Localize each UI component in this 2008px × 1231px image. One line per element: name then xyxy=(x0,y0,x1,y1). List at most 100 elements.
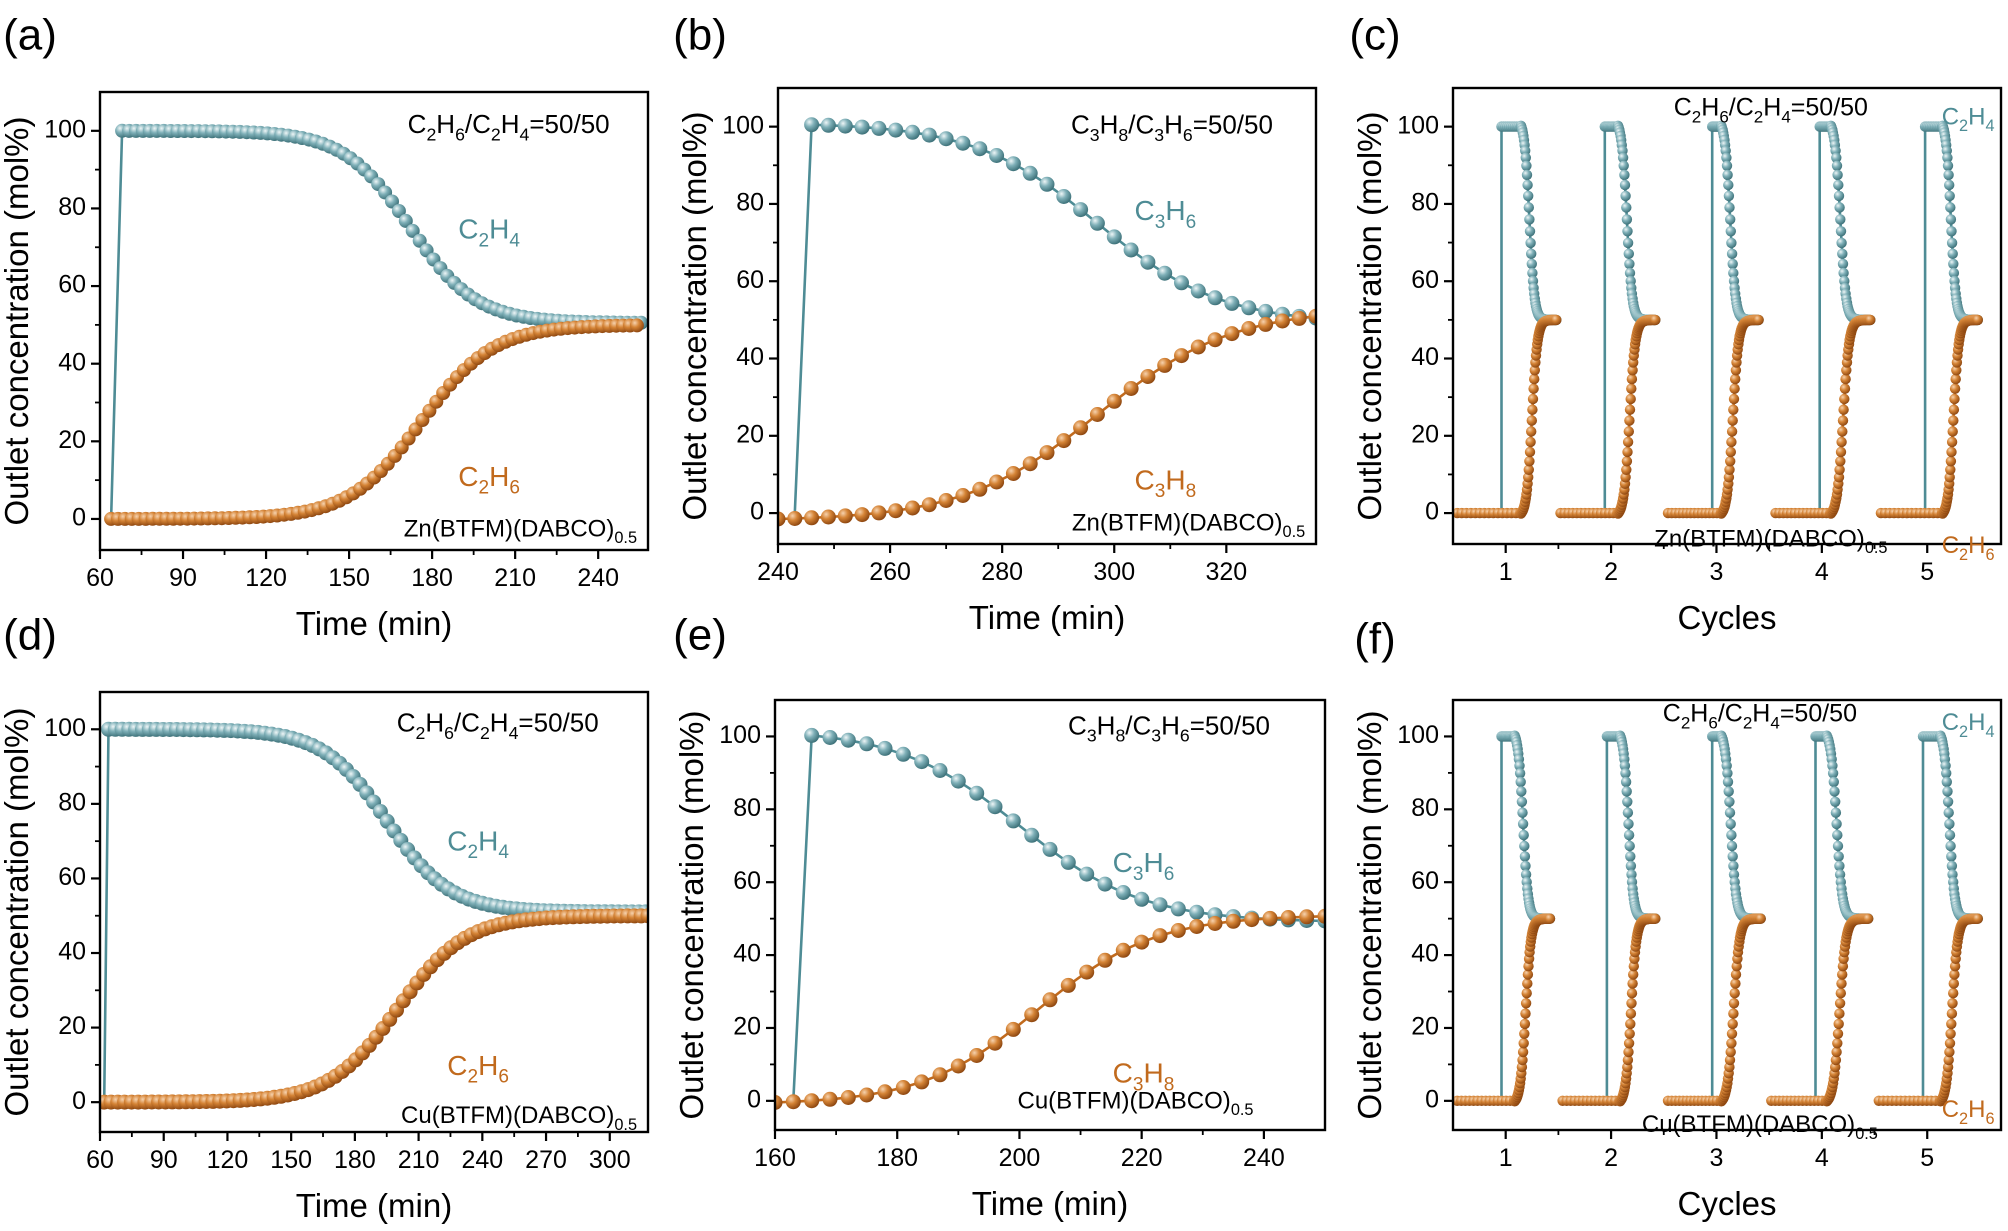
data-point-top xyxy=(1830,807,1842,818)
data-point-bottom xyxy=(1626,383,1637,394)
data-point-top xyxy=(1626,869,1637,880)
y-tick-label: 20 xyxy=(1411,420,1439,448)
data-point-top xyxy=(1721,760,1732,771)
data-point-bottom xyxy=(1544,913,1556,924)
y-tick-label: 0 xyxy=(1425,1085,1439,1113)
data-point-bottom xyxy=(1945,456,1957,467)
x-tick-label: 240 xyxy=(577,564,619,592)
data-point-bottom xyxy=(1524,446,1536,458)
data-point-bottom xyxy=(1627,978,1638,989)
data-point-bottom xyxy=(1730,373,1741,385)
data-point-top xyxy=(914,754,930,770)
data-point-bottom xyxy=(1728,404,1739,415)
y-tick-label: 0 xyxy=(72,1087,86,1115)
data-point-top xyxy=(1943,169,1954,181)
data-point-top xyxy=(1241,300,1257,316)
data-point-bottom xyxy=(1624,1028,1635,1040)
y-tick-label: 20 xyxy=(733,1013,761,1041)
data-point-top xyxy=(1115,885,1131,900)
plot-frame xyxy=(98,90,650,552)
y-tick-label: 80 xyxy=(733,794,761,822)
x-tick-label: 270 xyxy=(525,1146,567,1174)
data-point-top xyxy=(1835,226,1847,237)
data-point-top xyxy=(1623,829,1635,841)
data-point-bottom xyxy=(1224,326,1240,342)
series-label-bottom: C2H6 xyxy=(1942,532,1995,564)
data-point-top xyxy=(405,223,420,238)
data-point-top xyxy=(1514,768,1526,779)
panel-label: (a) xyxy=(3,11,57,60)
data-point-bottom xyxy=(1723,472,1735,483)
data-point-bottom xyxy=(969,1048,985,1063)
data-point-top xyxy=(938,131,954,147)
data-point-top xyxy=(804,117,820,133)
data-point-bottom xyxy=(1832,1038,1843,1049)
data-point-top xyxy=(804,727,820,743)
x-tick-label: 120 xyxy=(245,564,287,592)
sample-label: Zn(BTFM)(DABCO)0.5 xyxy=(1654,525,1887,557)
data-point-top xyxy=(1189,904,1205,920)
data-point-bottom xyxy=(1628,961,1640,972)
y-axis-label: Outlet concentration (mol%) xyxy=(1351,710,1388,1119)
data-point-top xyxy=(1947,248,1958,259)
x-tick-label: 300 xyxy=(1093,558,1135,586)
data-point-top xyxy=(1618,160,1629,171)
data-point-bottom xyxy=(1258,316,1274,332)
x-tick-label: 150 xyxy=(270,1146,312,1174)
x-tick-label: 210 xyxy=(398,1146,440,1174)
data-point-top xyxy=(1527,267,1538,279)
y-tick-label: 80 xyxy=(736,189,764,217)
data-point-bottom xyxy=(1946,1018,1957,1030)
data-point-bottom xyxy=(1947,426,1958,437)
data-point-top xyxy=(1946,237,1958,249)
y-axis-label: Outlet concentration (mol%) xyxy=(0,707,35,1116)
x-tick-label: 4 xyxy=(1815,1144,1829,1172)
data-point-bottom xyxy=(1945,1028,1956,1040)
data-point-bottom xyxy=(1863,913,1874,924)
data-point-top xyxy=(1725,226,1737,237)
y-axis-label: Outlet concentration (mol%) xyxy=(676,111,713,520)
series-line-bottom xyxy=(111,324,637,521)
y-tick-label: 40 xyxy=(736,343,764,371)
data-point-top xyxy=(1724,807,1736,818)
series-label-top: C3H6 xyxy=(1135,195,1197,233)
data-point-top xyxy=(1207,290,1223,306)
data-point-bottom xyxy=(895,1080,911,1095)
data-point-top xyxy=(1725,214,1736,225)
data-point-top xyxy=(1722,768,1733,779)
data-point-top xyxy=(1723,786,1734,797)
data-point-bottom xyxy=(1056,433,1072,449)
data-point-bottom xyxy=(914,1074,930,1090)
data-point-top xyxy=(1726,840,1738,852)
plot-frame xyxy=(1451,698,2003,1132)
data-point-bottom xyxy=(1753,314,1764,326)
data-point-top xyxy=(989,148,1005,163)
data-point-bottom xyxy=(1623,426,1635,437)
data-point-top xyxy=(1623,818,1634,830)
data-point-top xyxy=(1621,786,1632,797)
data-point-bottom xyxy=(1527,393,1539,405)
data-point-bottom xyxy=(950,1058,966,1074)
feed-ratio-label: C2H6/C2H4=50/50 xyxy=(1663,700,1857,733)
data-point-top xyxy=(1948,258,1959,270)
y-tick-label: 20 xyxy=(736,420,764,448)
data-point-top xyxy=(1022,165,1038,181)
data-point-bottom xyxy=(1725,1046,1736,1058)
series-label-bottom: C2H6 xyxy=(1942,1096,1995,1128)
data-point-top xyxy=(1728,869,1740,880)
data-point-top xyxy=(1942,152,1953,163)
data-point-top xyxy=(1834,869,1846,880)
data-point-top xyxy=(1097,876,1113,892)
data-point-top xyxy=(871,120,887,136)
data-point-top xyxy=(1728,860,1739,872)
data-point-top xyxy=(1831,160,1843,171)
data-point-top xyxy=(1721,152,1732,163)
data-point-top xyxy=(1942,796,1954,807)
data-point-top xyxy=(1827,760,1838,771)
data-point-bottom xyxy=(1865,314,1876,326)
y-tick-label: 100 xyxy=(1397,721,1439,749)
data-point-bottom xyxy=(837,508,853,524)
data-point-bottom xyxy=(1728,393,1740,405)
data-point-top xyxy=(1726,248,1738,259)
data-point-bottom xyxy=(1724,1054,1736,1066)
